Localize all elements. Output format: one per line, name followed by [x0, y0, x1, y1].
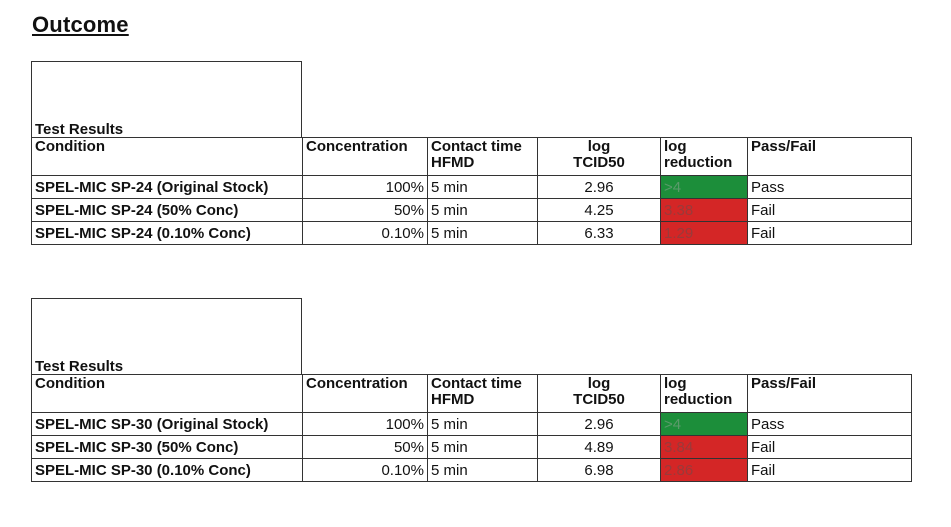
cell-pass-fail: Fail — [747, 435, 912, 459]
cell-condition: SPEL-MIC SP-30 (Original Stock) — [31, 412, 303, 436]
cell-contact-time: 5 min — [427, 198, 538, 222]
cell-log-reduction: 3.38 — [660, 198, 748, 222]
col-header-concentration: Concentration — [302, 137, 428, 176]
col-header-contact-time: Contact time HFMD — [427, 374, 538, 413]
col-header-condition: Condition — [31, 374, 303, 413]
results-table: Condition Concentration Contact time HFMD… — [31, 374, 912, 482]
test-results-header-box: Test Results — [31, 298, 302, 375]
cell-concentration: 0.10% — [302, 221, 428, 245]
cell-log-reduction: >4 — [660, 412, 748, 436]
table-row: SPEL-MIC SP-30 (50% Conc) 50% 5 min 4.89… — [31, 435, 912, 459]
cell-log-reduction: >4 — [660, 175, 748, 199]
cell-pass-fail: Pass — [747, 412, 912, 436]
col-header-pass-fail: Pass/Fail — [747, 137, 912, 176]
cell-contact-time: 5 min — [427, 412, 538, 436]
results-table: Condition Concentration Contact time HFMD… — [31, 137, 912, 245]
col-header-log-reduction: log reduction — [660, 137, 748, 176]
cell-condition: SPEL-MIC SP-24 (50% Conc) — [31, 198, 303, 222]
table-row: SPEL-MIC SP-30 (0.10% Conc) 0.10% 5 min … — [31, 458, 912, 482]
cell-log-tcid50: 6.33 — [537, 221, 661, 245]
cell-concentration: 0.10% — [302, 458, 428, 482]
cell-log-tcid50: 2.96 — [537, 412, 661, 436]
cell-condition: SPEL-MIC SP-24 (0.10% Conc) — [31, 221, 303, 245]
col-header-log-tcid50: log TCID50 — [537, 374, 661, 413]
cell-pass-fail: Fail — [747, 458, 912, 482]
cell-pass-fail: Pass — [747, 175, 912, 199]
cell-contact-time: 5 min — [427, 458, 538, 482]
page-title: Outcome — [32, 12, 129, 37]
col-header-concentration: Concentration — [302, 374, 428, 413]
table-row: SPEL-MIC SP-24 (0.10% Conc) 0.10% 5 min … — [31, 221, 912, 245]
cell-log-reduction: 3.84 — [660, 435, 748, 459]
cell-concentration: 100% — [302, 412, 428, 436]
col-header-log-reduction: log reduction — [660, 374, 748, 413]
cell-log-tcid50: 6.98 — [537, 458, 661, 482]
test-results-header-box: Test Results — [31, 61, 302, 138]
section-label: Test Results — [35, 121, 124, 138]
section-label: Test Results — [35, 358, 124, 375]
cell-log-reduction: 2.86 — [660, 458, 748, 482]
col-header-contact-time: Contact time HFMD — [427, 137, 538, 176]
cell-log-tcid50: 2.96 — [537, 175, 661, 199]
table-header-row: Condition Concentration Contact time HFMD… — [31, 137, 912, 176]
cell-condition: SPEL-MIC SP-24 (Original Stock) — [31, 175, 303, 199]
col-header-condition: Condition — [31, 137, 303, 176]
table-row: SPEL-MIC SP-24 (50% Conc) 50% 5 min 4.25… — [31, 198, 912, 222]
cell-condition: SPEL-MIC SP-30 (50% Conc) — [31, 435, 303, 459]
cell-contact-time: 5 min — [427, 221, 538, 245]
cell-contact-time: 5 min — [427, 435, 538, 459]
cell-contact-time: 5 min — [427, 175, 538, 199]
cell-log-tcid50: 4.25 — [537, 198, 661, 222]
cell-log-tcid50: 4.89 — [537, 435, 661, 459]
cell-pass-fail: Fail — [747, 221, 912, 245]
cell-pass-fail: Fail — [747, 198, 912, 222]
table-header-row: Condition Concentration Contact time HFMD… — [31, 374, 912, 413]
table-row: SPEL-MIC SP-24 (Original Stock) 100% 5 m… — [31, 175, 912, 199]
cell-concentration: 50% — [302, 435, 428, 459]
table-row: SPEL-MIC SP-30 (Original Stock) 100% 5 m… — [31, 412, 912, 436]
col-header-log-tcid50: log TCID50 — [537, 137, 661, 176]
cell-concentration: 100% — [302, 175, 428, 199]
col-header-pass-fail: Pass/Fail — [747, 374, 912, 413]
cell-log-reduction: 1.29 — [660, 221, 748, 245]
cell-concentration: 50% — [302, 198, 428, 222]
cell-condition: SPEL-MIC SP-30 (0.10% Conc) — [31, 458, 303, 482]
